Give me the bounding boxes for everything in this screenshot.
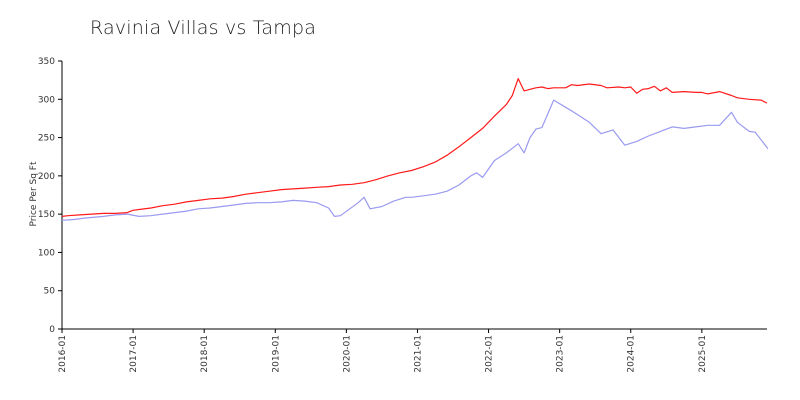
y-tick-label: 300 — [38, 95, 55, 105]
y-tick-label: 50 — [44, 287, 56, 297]
y-axis: 0 50 100 150 200 250 300 350 — [38, 57, 63, 335]
series-layer — [62, 77, 768, 221]
series-line-1 — [62, 77, 768, 217]
y-tick-label: 150 — [38, 210, 55, 220]
y-tick-label: 0 — [49, 325, 55, 335]
series-line-2 — [62, 99, 768, 221]
x-tick-label: 2019-01 — [271, 335, 281, 373]
chart-title: Ravinia Villas vs Tampa — [90, 17, 317, 39]
y-axis-title: Price Per Sq Ft — [29, 161, 39, 226]
x-tick-label: 2018-01 — [200, 335, 210, 373]
x-tick-label: 2024-01 — [627, 335, 637, 373]
y-tick-label: 350 — [38, 57, 55, 67]
x-tick-label: 2023-01 — [556, 335, 566, 373]
y-tick-label: 250 — [38, 134, 55, 144]
x-tick-label: 2020-01 — [342, 335, 352, 373]
x-tick-label: 2025-01 — [698, 335, 708, 373]
x-tick-label: 2022-01 — [485, 335, 495, 373]
y-tick-label: 200 — [38, 172, 55, 182]
x-axis: 2016-01 2017-01 2018-01 2019-01 2020-01 2021-… — [58, 328, 767, 373]
x-tick-label: 2021-01 — [413, 335, 423, 373]
x-tick-label: 2016-01 — [58, 335, 68, 373]
y-tick-label: 100 — [38, 248, 55, 258]
x-tick-label: 2017-01 — [129, 335, 139, 373]
